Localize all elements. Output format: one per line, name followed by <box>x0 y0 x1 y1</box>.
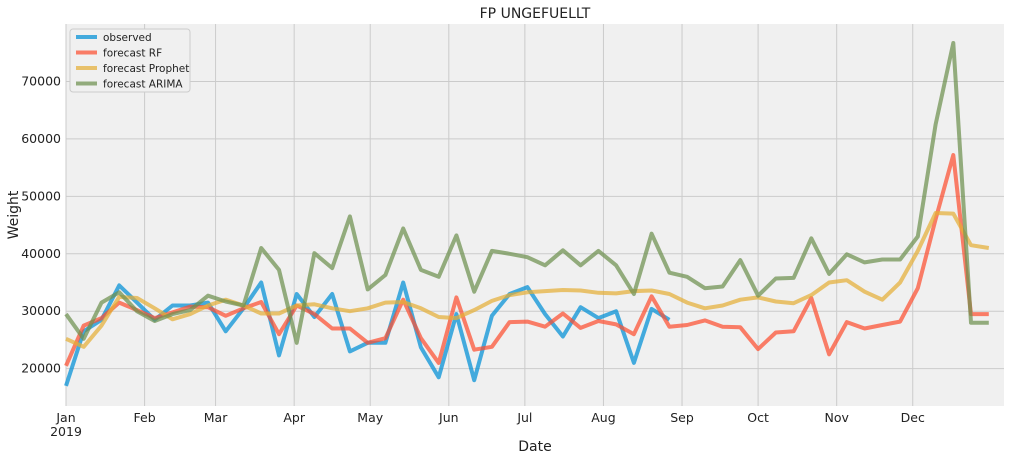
x-tick-label: Oct <box>747 410 769 425</box>
x-tick-label: Jul <box>516 410 532 425</box>
legend-label: forecast RF <box>103 47 162 59</box>
y-tick-label: 40000 <box>21 246 61 261</box>
x-tick-sublabel: 2019 <box>50 424 82 439</box>
y-tick-label: 60000 <box>21 131 61 146</box>
legend-box <box>69 28 191 93</box>
y-axis-label: Weight <box>6 190 22 239</box>
y-axis-ticks: 20000 30000 40000 50000 60000 70000 <box>21 73 61 375</box>
x-tick-label: Nov <box>824 410 849 425</box>
x-tick-label: May <box>357 410 383 425</box>
x-tick-label: Mar <box>204 410 228 425</box>
y-tick-label: 50000 <box>21 188 61 203</box>
series-layer <box>64 41 990 387</box>
x-tick-label: Apr <box>283 410 305 425</box>
x-tick-label: Jan <box>55 410 75 425</box>
x-tick-label: Jun <box>438 410 459 425</box>
series-line-forecast-rf <box>64 153 989 367</box>
x-tick-label: Dec <box>901 410 925 425</box>
legend: observed forecast RF forecast Prophet forec… <box>69 28 191 93</box>
y-tick-label: 30000 <box>21 303 61 318</box>
chart-title: FP UNGEFUELLT <box>480 6 591 22</box>
x-axis-label: Date <box>518 439 551 455</box>
series-line-forecast-arima <box>64 41 989 345</box>
x-tick-label: Sep <box>670 410 694 425</box>
x-tick-label: Feb <box>134 410 156 425</box>
x-tick-label: Aug <box>591 410 615 425</box>
plot-background <box>66 24 1004 406</box>
legend-label: observed <box>103 32 152 44</box>
y-tick-label: 20000 <box>21 361 61 376</box>
legend-label: forecast ARIMA <box>103 78 183 90</box>
legend-label: forecast Prophet <box>103 63 189 75</box>
y-tick-label: 70000 <box>21 73 61 88</box>
